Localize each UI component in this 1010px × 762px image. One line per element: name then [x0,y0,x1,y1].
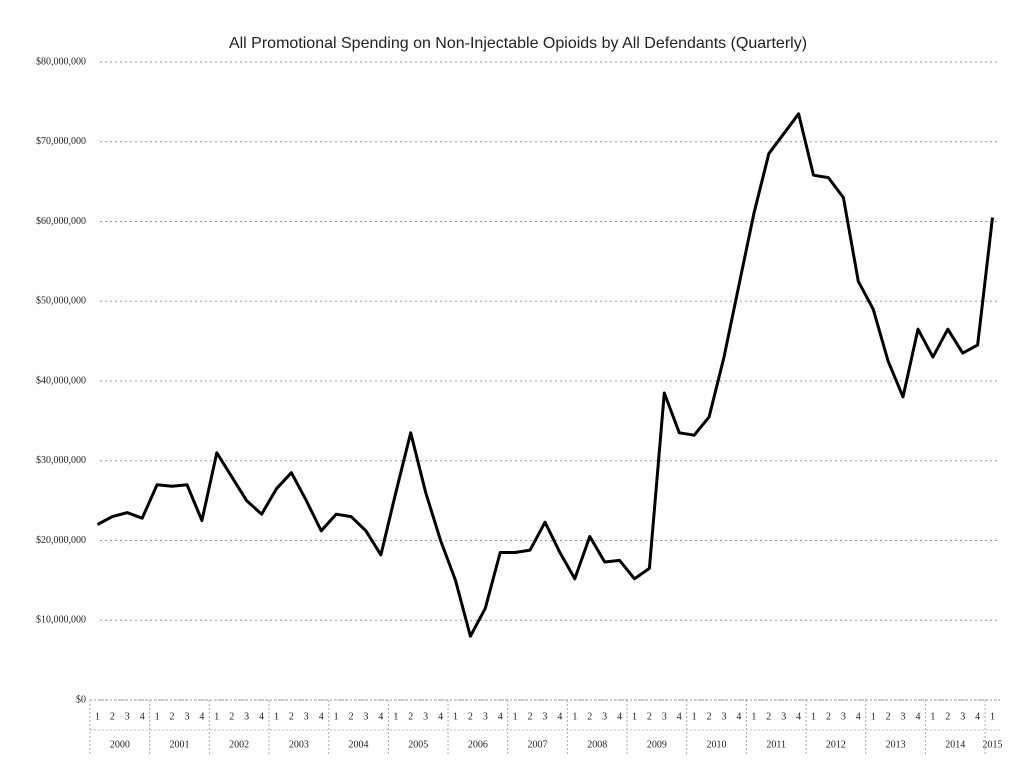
y-tick-label: $10,000,000 [36,615,86,626]
x-tick-label: 1 [572,711,577,722]
x-tick-label: 2 [647,711,652,722]
x-tick-label: 2 [468,711,473,722]
x-tick-label: 4 [319,711,324,722]
year-label: 2008 [587,739,607,750]
x-tick-label: 2 [349,711,354,722]
x-tick-label: 4 [736,711,741,722]
year-label: 2002 [229,739,249,750]
x-tick-label: 1 [751,711,756,722]
y-tick-label: $70,000,000 [36,136,86,147]
x-tick-label: 1 [274,711,279,722]
x-tick-label: 3 [423,711,428,722]
x-tick-label: 2 [707,711,712,722]
y-tick-label: $0 [76,694,86,705]
year-label: 2004 [349,739,369,750]
x-tick-label: 1 [692,711,697,722]
x-tick-label: 2 [229,711,234,722]
x-tick-label: 1 [930,711,935,722]
year-label: 2007 [528,739,548,750]
x-tick-label: 2 [170,711,175,722]
x-tick-label: 2 [408,711,413,722]
x-tick-label: 3 [363,711,368,722]
x-tick-label: 4 [259,711,264,722]
x-tick-label: 4 [617,711,622,722]
x-tick-label: 3 [543,711,548,722]
x-tick-label: 4 [915,711,920,722]
x-tick-label: 1 [513,711,518,722]
year-label: 2012 [826,739,846,750]
x-tick-label: 1 [334,711,339,722]
year-label: 2005 [408,739,428,750]
x-tick-label: 1 [214,711,219,722]
y-tick-label: $40,000,000 [36,375,86,386]
year-label: 2015 [983,739,1003,750]
x-tick-label: 3 [304,711,309,722]
chart-title: All Promotional Spending on Non-Injectab… [229,35,807,52]
x-tick-label: 2 [886,711,891,722]
year-label: 2013 [886,739,906,750]
y-tick-label: $50,000,000 [36,296,86,307]
year-label: 2001 [170,739,190,750]
year-label: 2010 [707,739,727,750]
x-tick-label: 2 [528,711,533,722]
x-tick-label: 1 [453,711,458,722]
x-tick-label: 1 [811,711,816,722]
x-tick-label: 4 [796,711,801,722]
year-label: 2003 [289,739,309,750]
year-label: 2006 [468,739,488,750]
y-tick-label: $30,000,000 [36,455,86,466]
year-label: 2011 [766,739,786,750]
year-label: 2000 [110,739,130,750]
x-tick-label: 1 [155,711,160,722]
x-tick-label: 1 [393,711,398,722]
year-label: 2014 [945,739,965,750]
year-label: 2009 [647,739,667,750]
x-tick-label: 1 [871,711,876,722]
x-tick-label: 3 [244,711,249,722]
data-line [96,112,994,638]
x-tick-label: 4 [498,711,503,722]
x-tick-label: 2 [587,711,592,722]
x-tick-label: 2 [110,711,115,722]
x-tick-label: 4 [140,711,145,722]
x-tick-label: 3 [125,711,130,722]
x-tick-label: 1 [632,711,637,722]
x-tick-label: 4 [378,711,383,722]
y-tick-label: $20,000,000 [36,535,86,546]
x-tick-label: 4 [677,711,682,722]
y-tick-label: $80,000,000 [36,56,86,67]
x-tick-label: 3 [722,711,727,722]
x-tick-label: 3 [662,711,667,722]
x-tick-label: 3 [483,711,488,722]
x-tick-label: 4 [557,711,562,722]
x-tick-label: 3 [960,711,965,722]
x-tick-label: 4 [975,711,980,722]
x-tick-label: 2 [826,711,831,722]
x-tick-label: 3 [184,711,189,722]
x-tick-label: 3 [781,711,786,722]
x-tick-label: 4 [199,711,204,722]
x-tick-label: 4 [856,711,861,722]
x-tick-label: 1 [990,711,995,722]
x-tick-label: 2 [945,711,950,722]
x-tick-label: 1 [95,711,100,722]
x-tick-label: 3 [841,711,846,722]
x-tick-label: 2 [289,711,294,722]
x-tick-label: 2 [766,711,771,722]
y-tick-label: $60,000,000 [36,216,86,227]
x-tick-label: 4 [438,711,443,722]
x-tick-label: 3 [602,711,607,722]
x-tick-label: 3 [901,711,906,722]
